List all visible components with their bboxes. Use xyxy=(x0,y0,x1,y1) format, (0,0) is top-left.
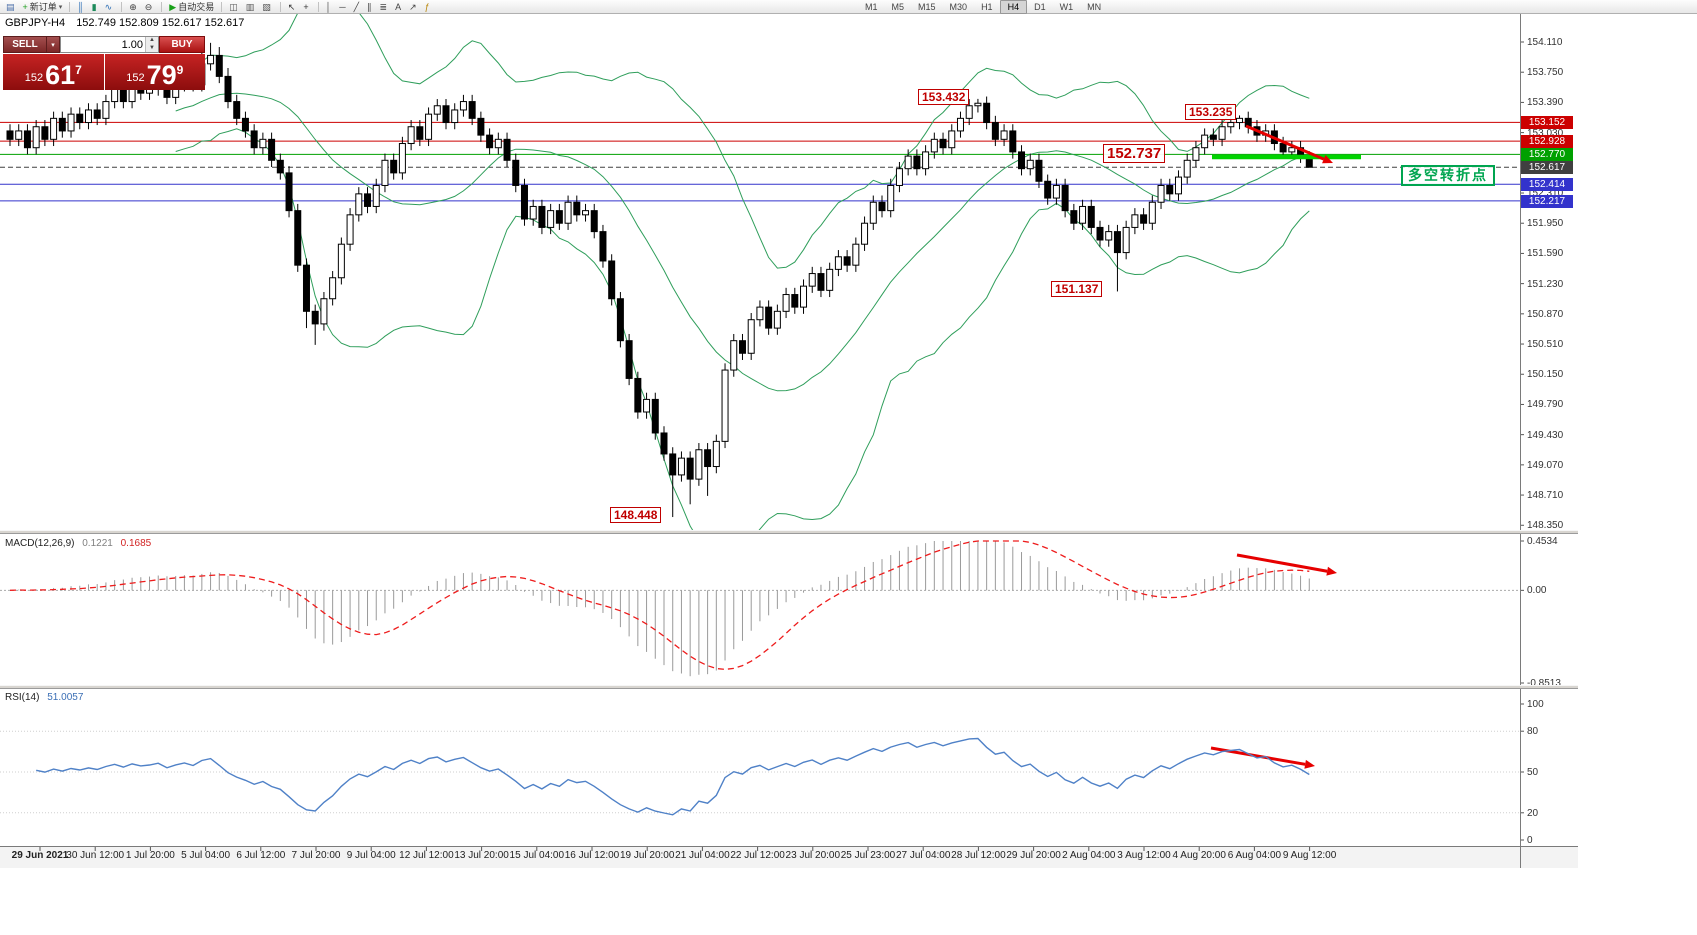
volume-input[interactable] xyxy=(61,37,145,52)
tile-windows-icon[interactable]: ◫ xyxy=(226,1,243,13)
timeframe-m5-button[interactable]: M5 xyxy=(891,2,905,12)
buy-price-prefix: 152 xyxy=(126,72,145,84)
new-order-button[interactable]: + 新订单 ▾ xyxy=(20,1,66,13)
one-click-trading-widget: SELL ▾ ▲ ▼ BUY 152 61 7 152 79 9 xyxy=(3,36,205,90)
fibonacci-icon[interactable]: ≣ xyxy=(377,1,393,13)
sell-price-pip: 7 xyxy=(75,63,82,77)
timeframe-m15-button[interactable]: M15 xyxy=(918,2,936,12)
equidistant-channel-icon-glyph: ∥ xyxy=(367,1,372,12)
candlestick-icon-glyph: ▮ xyxy=(91,1,97,12)
sell-button[interactable]: SELL xyxy=(3,36,47,53)
timeframe-m1-button[interactable]: M1 xyxy=(865,2,878,12)
chart-info-line: GBPJPY-H4 152.749 152.809 152.617 152.61… xyxy=(5,17,244,29)
macd-signal-value: 0.1685 xyxy=(120,538,152,549)
macd-panel[interactable] xyxy=(0,534,1578,685)
arrow-objects-icon-glyph: ↗ xyxy=(409,1,417,12)
rsi-value: 51.0057 xyxy=(47,692,84,703)
zoom-out-icon[interactable]: ⊖ xyxy=(142,1,158,13)
navigator-icon-glyph: ▧ xyxy=(262,1,271,12)
panel-separator[interactable] xyxy=(0,685,1578,689)
line-chart-icon-glyph: ∿ xyxy=(104,1,113,12)
toolbar-separator xyxy=(121,1,123,12)
new-order-button-label: 新订单 xyxy=(29,2,57,12)
volume-box: ▲ ▼ xyxy=(60,36,159,53)
zoom-in-icon-glyph: ⊕ xyxy=(129,1,137,12)
horizontal-line-icon[interactable]: ─ xyxy=(336,1,350,13)
new-order-button-dropdown[interactable]: ▾ xyxy=(58,3,63,11)
rsi-name: RSI(14) xyxy=(5,692,40,703)
trendline-icon[interactable]: ╱ xyxy=(351,1,364,13)
timeframe-h4-button[interactable]: H4 xyxy=(999,0,1028,14)
buy-button[interactable]: BUY xyxy=(159,36,205,53)
timeframe-mn-button[interactable]: MN xyxy=(1087,2,1102,12)
axis-separator-line xyxy=(1520,14,1521,868)
sell-price-main: 61 xyxy=(45,60,76,90)
volume-down-button[interactable]: ▼ xyxy=(146,44,158,52)
buy-price-display[interactable]: 152 79 9 xyxy=(104,54,205,90)
chart-window-icon[interactable]: ▤ xyxy=(3,1,20,13)
sell-dropdown-icon[interactable]: ▾ xyxy=(47,36,60,53)
annotation-note[interactable]: 多空转折点 xyxy=(1401,165,1495,186)
volume-stepper: ▲ ▼ xyxy=(145,37,158,52)
panel-separator[interactable] xyxy=(0,530,1578,534)
indicators-icon-glyph: ƒ xyxy=(424,1,430,12)
bar-chart-icon-glyph: ║ xyxy=(77,1,84,12)
cursor-icon[interactable]: ↖ xyxy=(285,1,301,13)
timeframe-toolbar: M1 M5 M15 M30 H1 H4 D1 W1 MN xyxy=(858,0,1108,14)
toolbar-separator xyxy=(221,1,223,12)
fibonacci-icon-glyph: ≣ xyxy=(379,1,388,12)
data-window-icon[interactable]: ▥ xyxy=(243,1,260,13)
price-axis[interactable] xyxy=(1521,14,1578,846)
arrow-objects-icon[interactable]: ↗ xyxy=(406,1,422,13)
new-order-button-glyph: + xyxy=(22,1,28,12)
autotrading-button[interactable]: ▶ 自动交易 xyxy=(166,1,217,13)
autotrading-button-label: 自动交易 xyxy=(178,2,215,12)
buy-price-pip: 9 xyxy=(176,63,184,77)
sell-price-display[interactable]: 152 61 7 xyxy=(3,54,104,90)
ohlc-values: 152.749 152.809 152.617 152.617 xyxy=(76,17,245,29)
zoom-out-icon-glyph: ⊖ xyxy=(144,1,153,12)
rsi-panel[interactable] xyxy=(0,689,1578,846)
buy-price-main: 79 xyxy=(146,60,177,90)
bar-chart-icon[interactable]: ║ xyxy=(74,1,88,13)
text-icon[interactable]: A xyxy=(392,1,406,13)
toolbar-separator xyxy=(69,1,71,12)
chart-window-icon-glyph: ▤ xyxy=(6,1,15,12)
toolbar-separator xyxy=(161,1,163,12)
crosshair-icon-glyph: + xyxy=(303,1,309,12)
vertical-line-icon-glyph: │ xyxy=(325,1,332,12)
indicators-icon[interactable]: ƒ xyxy=(422,1,435,13)
trendline-icon-glyph: ╱ xyxy=(353,1,360,12)
time-axis[interactable] xyxy=(0,846,1578,868)
timeframe-d1-button[interactable]: D1 xyxy=(1034,2,1046,12)
symbol-timeframe-label: GBPJPY-H4 xyxy=(5,17,66,29)
macd-indicator-label: MACD(12,26,9) 0.1221 0.1685 xyxy=(5,538,151,549)
volume-up-button[interactable]: ▲ xyxy=(146,37,158,45)
vertical-line-icon[interactable]: │ xyxy=(323,1,337,13)
crosshair-icon[interactable]: + xyxy=(300,1,313,13)
toolbar: M1 M5 M15 M30 H1 H4 D1 W1 MN ▤ + 新订单 ▾ ║ ▮ ∿ ⊕ ⊖ ▶ 自动交易 ◫ ▥ ▧… xyxy=(0,0,1697,14)
toolbar-separator xyxy=(317,1,319,12)
text-icon-glyph: A xyxy=(395,1,402,12)
line-chart-icon[interactable]: ∿ xyxy=(102,1,118,13)
candlestick-icon[interactable]: ▮ xyxy=(89,1,102,13)
equidistant-channel-icon[interactable]: ∥ xyxy=(364,1,377,13)
data-window-icon-glyph: ▥ xyxy=(245,1,255,12)
macd-name: MACD(12,26,9) xyxy=(5,538,75,549)
sell-price-prefix: 152 xyxy=(24,72,44,84)
timeframe-h1-button[interactable]: H1 xyxy=(981,2,993,12)
horizontal-line-icon-glyph: ─ xyxy=(339,1,346,12)
rsi-indicator-label: RSI(14) 51.0057 xyxy=(5,692,83,703)
macd-main-value: 0.1221 xyxy=(82,538,113,549)
autotrading-button-glyph: ▶ xyxy=(169,1,177,12)
cursor-icon-glyph: ↖ xyxy=(287,1,296,12)
zoom-in-icon[interactable]: ⊕ xyxy=(126,1,142,13)
navigator-icon[interactable]: ▧ xyxy=(259,1,276,13)
timeframe-w1-button[interactable]: W1 xyxy=(1059,2,1074,12)
tile-windows-icon-glyph: ◫ xyxy=(229,1,238,12)
toolbar-separator xyxy=(279,1,281,12)
timeframe-m30-button[interactable]: M30 xyxy=(949,2,968,12)
main-chart-panel[interactable] xyxy=(0,14,1578,530)
